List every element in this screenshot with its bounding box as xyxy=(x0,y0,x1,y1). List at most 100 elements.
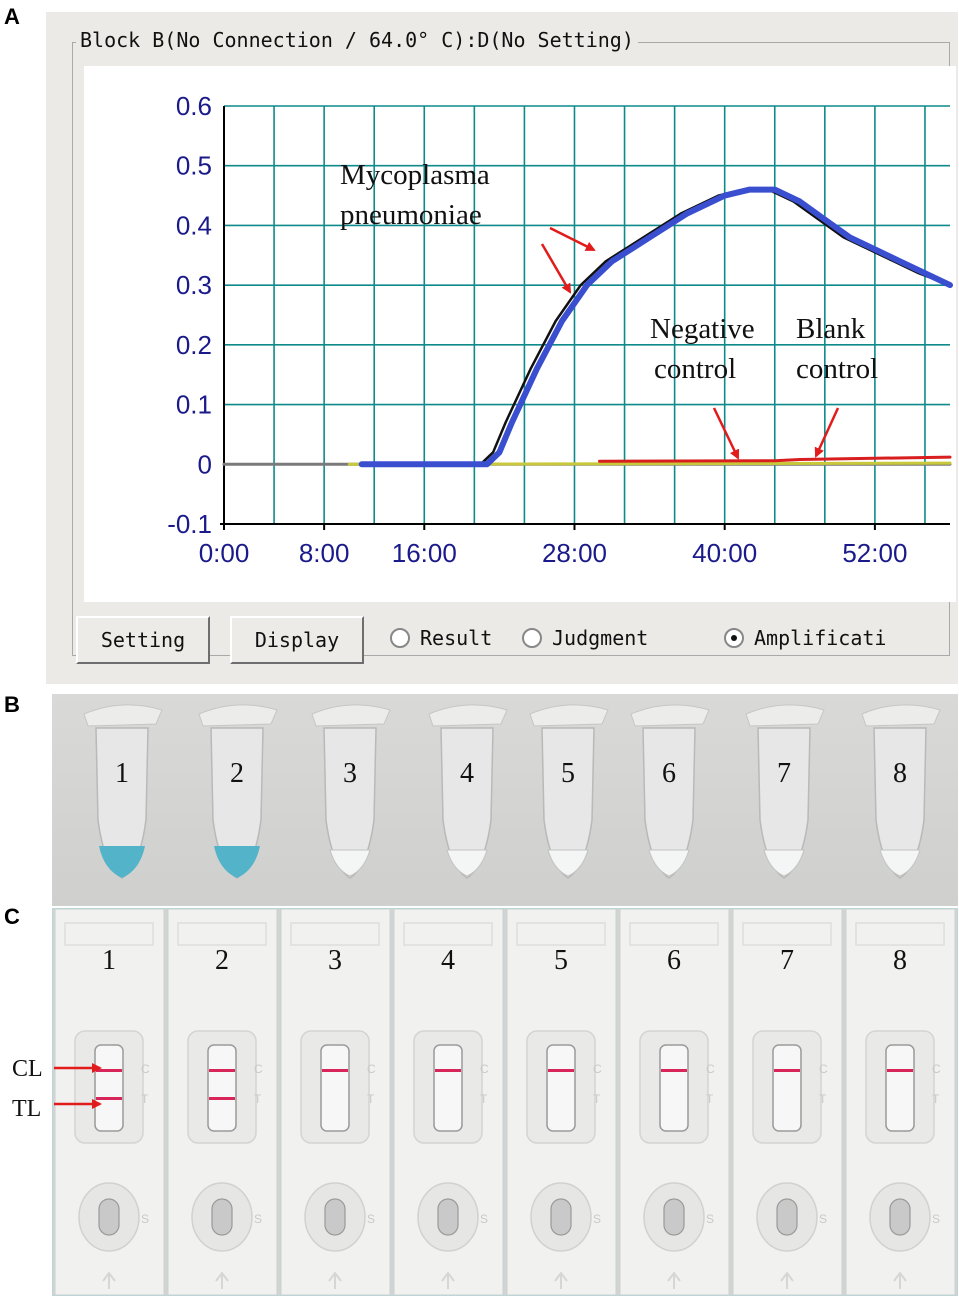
tube-1: 1 xyxy=(83,704,163,879)
radio-judgment-indicator[interactable] xyxy=(522,628,542,648)
tube-clear-liquid xyxy=(547,849,589,877)
callout-tl: TL xyxy=(12,1096,41,1122)
strip-label-area xyxy=(403,922,493,946)
tube-body xyxy=(873,727,927,879)
radio-result[interactable]: Result xyxy=(390,626,492,650)
sample-well xyxy=(663,1198,685,1236)
x-tick-label: 16:00 xyxy=(392,538,457,568)
radio-judgment[interactable]: Judgment xyxy=(522,626,648,650)
strip-number: 8 xyxy=(893,945,907,976)
tube-photo: 1 2 3 4 5 6 7 8 xyxy=(52,694,958,906)
letter-t: T xyxy=(706,1092,714,1106)
arrow-up-icon xyxy=(893,1271,907,1289)
strip-window xyxy=(659,1044,689,1132)
tube-body xyxy=(541,727,595,879)
series-mycoplasma-blue xyxy=(358,186,953,468)
strip-window xyxy=(207,1044,237,1132)
tube-body xyxy=(757,727,811,879)
arrow-up-icon xyxy=(780,1271,794,1289)
series-blank-control xyxy=(598,455,952,463)
arrow-up-icon xyxy=(215,1271,229,1289)
y-tick-label: -0.1 xyxy=(167,509,212,539)
radio-amplification-indicator[interactable] xyxy=(724,628,744,648)
letter-c: C xyxy=(367,1062,376,1076)
letter-c: C xyxy=(141,1062,150,1076)
strip-window xyxy=(885,1044,915,1132)
control-line xyxy=(435,1069,461,1072)
tube-2: 2 xyxy=(198,704,278,879)
letter-t: T xyxy=(254,1092,262,1106)
y-tick-label: 0.1 xyxy=(176,390,212,420)
strip-5: 5 C T S xyxy=(506,908,617,1296)
letter-t: T xyxy=(932,1092,940,1106)
tube-cap xyxy=(630,704,710,727)
letter-t: T xyxy=(593,1092,601,1106)
tube-number: 6 xyxy=(662,758,676,789)
strip-number: 3 xyxy=(328,945,342,976)
strip-number: 5 xyxy=(554,945,568,976)
y-tick-label: 0 xyxy=(198,449,212,479)
tube-body xyxy=(440,727,494,879)
radio-amplification[interactable]: Amplificati xyxy=(724,626,886,650)
software-window: Block B(No Connection / 64.0° C):D(No Se… xyxy=(46,12,958,684)
amplification-chart: 0.6 0.5 0.4 0.3 0.2 0.1 0 -0.10:00 8:00 16:00 28:0… xyxy=(167,91,953,568)
tube-number: 2 xyxy=(230,758,244,789)
strip-label-area xyxy=(290,922,380,946)
tube-clear-liquid xyxy=(879,849,921,877)
strip-number: 1 xyxy=(102,945,116,976)
strip-2: 2 C T S xyxy=(167,908,278,1296)
arrow-mycoplasma-1 xyxy=(549,226,596,252)
tube-cap xyxy=(529,704,609,727)
tube-clear-liquid xyxy=(763,849,805,877)
strip-number: 2 xyxy=(215,945,229,976)
control-line xyxy=(661,1069,687,1072)
letter-s: S xyxy=(593,1212,601,1226)
tube-number: 3 xyxy=(343,758,357,789)
arrow-mycoplasma-2 xyxy=(540,243,572,294)
radio-result-indicator[interactable] xyxy=(390,628,410,648)
letter-c: C xyxy=(254,1062,263,1076)
strip-label-area xyxy=(855,922,945,946)
strip-window xyxy=(433,1044,463,1132)
tube-cap xyxy=(311,704,391,727)
sample-well xyxy=(324,1198,346,1236)
callout-overlay: CL TL xyxy=(12,1056,102,1122)
control-line xyxy=(774,1069,800,1072)
tube-body xyxy=(323,727,377,879)
letter-c: C xyxy=(706,1062,715,1076)
y-tick-label: 0.4 xyxy=(176,210,212,240)
arrow-up-icon xyxy=(328,1271,342,1289)
y-tick-label: 0.2 xyxy=(176,330,212,360)
x-tick-label: 52:00 xyxy=(842,538,907,568)
strip-window xyxy=(320,1044,350,1132)
annotation-mycoplasma-line1: Mycoplasma xyxy=(340,159,490,191)
sample-well xyxy=(437,1198,459,1236)
tube-8: 8 xyxy=(861,704,941,879)
x-tick-label: 8:00 xyxy=(299,538,350,568)
letter-c: C xyxy=(480,1062,489,1076)
letter-s: S xyxy=(819,1212,827,1226)
annotation-mycoplasma-line2: pneumoniae xyxy=(340,199,482,231)
radio-result-label: Result xyxy=(420,626,493,650)
letter-s: S xyxy=(706,1212,714,1226)
letter-t: T xyxy=(141,1092,149,1106)
strip-1: 1 C T S xyxy=(54,908,165,1296)
y-tick-label: 0.3 xyxy=(176,270,212,300)
strip-label-area xyxy=(516,922,606,946)
tube-cap xyxy=(83,704,163,727)
arrow-negative xyxy=(712,407,740,460)
tube-number: 8 xyxy=(893,758,907,789)
annotation-blank-line1: Blank xyxy=(796,313,866,345)
setting-button[interactable]: Setting xyxy=(76,616,210,664)
tube-clear-liquid xyxy=(446,849,488,877)
display-button[interactable]: Display xyxy=(230,616,364,664)
strip-label-area xyxy=(177,922,267,946)
test-line xyxy=(209,1097,235,1100)
annotation-negative-line2: control xyxy=(654,353,736,385)
group-title: Block B(No Connection / 64.0° C):D(No Se… xyxy=(76,28,638,52)
sample-well xyxy=(211,1198,233,1236)
strip-label-area xyxy=(629,922,719,946)
strip-row: 1 C T S 2 C T S 3 C T S 4 C T S 5 C T S 6 C T S 7 C T S 8 C T S xyxy=(54,908,956,1296)
strip-label-area xyxy=(64,922,154,946)
tube-4: 4 xyxy=(428,704,508,879)
